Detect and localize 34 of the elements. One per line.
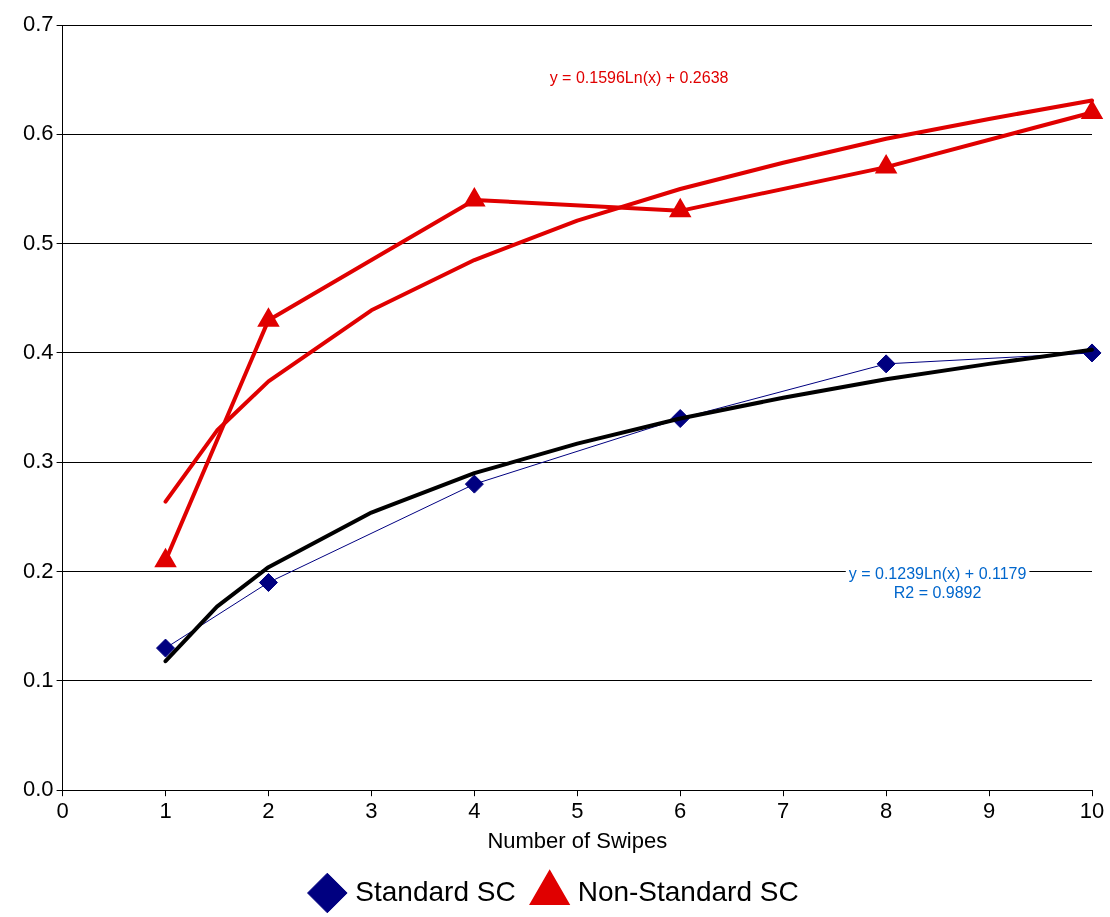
x-tick-label: 5 bbox=[571, 798, 584, 824]
x-tick-label: 0 bbox=[56, 798, 69, 824]
x-tick-label: 2 bbox=[262, 798, 275, 824]
y-tick-label: 0.1 bbox=[22, 666, 54, 692]
x-tick-label: 4 bbox=[468, 798, 481, 824]
point bbox=[464, 474, 484, 494]
point bbox=[876, 354, 896, 374]
x-tick-label: 10 bbox=[1079, 798, 1105, 824]
x-tick-label: 7 bbox=[777, 798, 790, 824]
point bbox=[258, 573, 278, 592]
point bbox=[669, 197, 692, 218]
x-axis-title: Number of Swipes bbox=[487, 827, 668, 853]
y-tick-label: 0.3 bbox=[22, 448, 54, 474]
x-tick-label: 3 bbox=[365, 798, 378, 824]
annotation: y = 0.1596Ln(x) + 0.2638 bbox=[549, 68, 729, 86]
x-tick-label: 1 bbox=[159, 798, 172, 824]
point bbox=[1082, 101, 1102, 119]
x-tick-label: 9 bbox=[982, 798, 996, 824]
y-tick-label: 0.4 bbox=[22, 339, 54, 365]
legend-label: Standard SC bbox=[355, 875, 516, 907]
point bbox=[876, 156, 896, 174]
annotation: y = 0.1239Ln(x) + 0.1179 bbox=[848, 564, 1027, 582]
y-tick-label: 0.5 bbox=[22, 229, 54, 255]
point bbox=[258, 309, 279, 327]
annotation: R2 = 0.9892 bbox=[893, 583, 982, 601]
y-tick-label: 0.2 bbox=[22, 557, 54, 583]
x-tick-label: 8 bbox=[879, 798, 893, 824]
point bbox=[464, 188, 485, 207]
y-tick-label: 0.0 bbox=[22, 776, 54, 802]
x-tick-label: 6 bbox=[674, 798, 687, 824]
y-tick-label: 0.7 bbox=[22, 11, 54, 37]
point bbox=[156, 638, 176, 658]
y-tick-label: 0.6 bbox=[22, 120, 54, 146]
legend-label: Non-Standard SC bbox=[577, 875, 799, 907]
